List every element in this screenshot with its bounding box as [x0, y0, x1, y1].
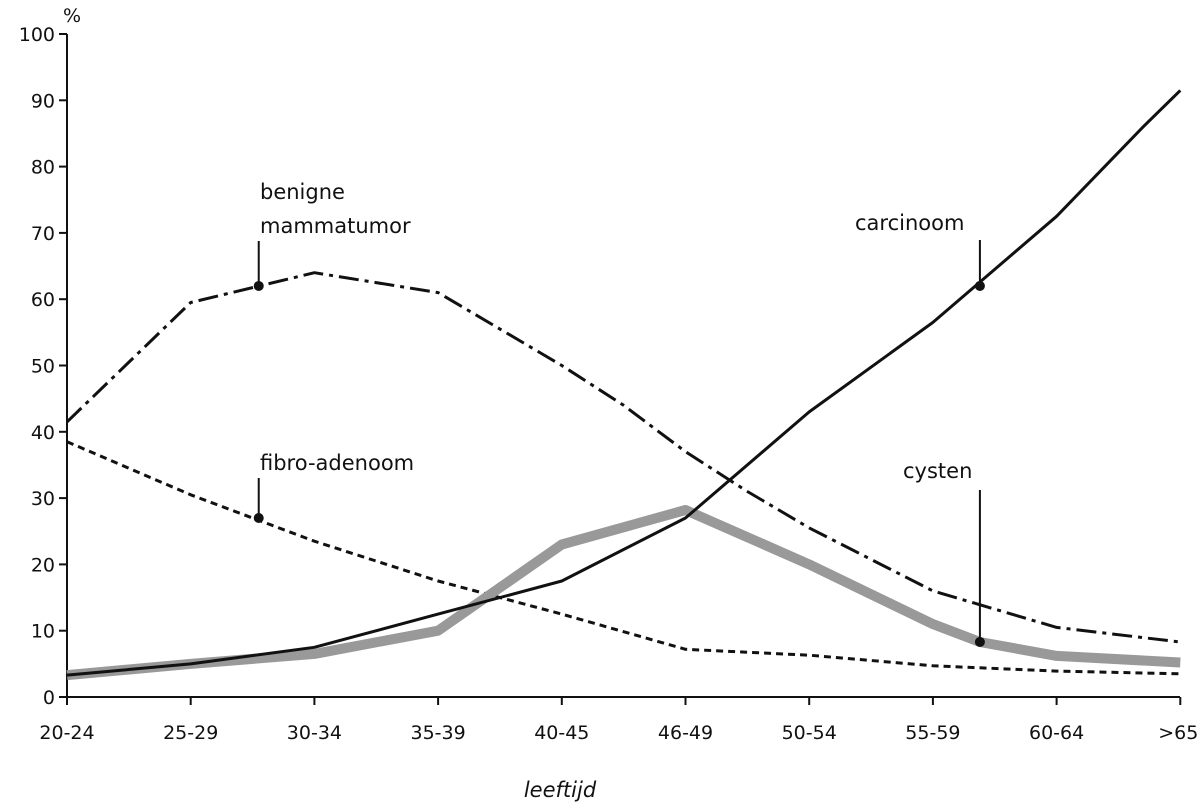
annotation-label: carcinoom: [855, 211, 964, 235]
annotation-point: [253, 280, 264, 291]
y-tick-label: 90: [31, 90, 55, 112]
series-line-fibro-adenoom: [66, 440, 1181, 676]
y-unit-label: %: [63, 5, 81, 27]
annotation-label: benigne: [260, 180, 345, 204]
y-ticks: 0 10 20 30 40 50 60 70 80 90 100: [19, 24, 67, 709]
x-tick-label: 20-24: [39, 722, 94, 744]
annotation-point: [974, 280, 985, 291]
series-line-cysten: [66, 505, 1181, 681]
x-tick-label: 25-29: [163, 722, 218, 744]
y-tick-label: 10: [31, 621, 55, 643]
y-tick-label: 70: [31, 223, 55, 245]
x-tick-label: 35-39: [410, 722, 465, 744]
x-tick-label: 30-34: [287, 722, 342, 744]
x-tick-label: 46-49: [658, 722, 713, 744]
annotation-label: cysten: [903, 459, 972, 483]
series-line-benigne-mammatumor: [65, 271, 1181, 644]
annotations: benigne mammatumor carcinoom fibro-adenoom c…: [253, 180, 985, 647]
y-tick-label: 80: [31, 157, 55, 179]
x-tick-label: 60-64: [1029, 722, 1084, 744]
x-axis-title: leeftijd: [524, 778, 597, 802]
annotation-point: [974, 636, 985, 647]
annotation-label: mammatumor: [260, 214, 411, 238]
annotation-label: fibro-adenoom: [260, 451, 414, 475]
annotation-point: [253, 512, 264, 523]
y-tick-label: 30: [31, 488, 55, 510]
x-tick-label: 50-54: [782, 722, 837, 744]
series-lines: [65, 89, 1182, 681]
y-tick-label: 20: [31, 554, 55, 576]
y-tick-label: 100: [19, 24, 55, 46]
x-tick-label: 40-45: [534, 722, 589, 744]
x-tick-label: 55-59: [905, 722, 960, 744]
y-tick-label: 60: [31, 289, 55, 311]
x-tick-label: >65: [1158, 722, 1198, 744]
series-line-carcinoom: [66, 89, 1182, 677]
y-tick-label: 0: [43, 687, 55, 709]
y-tick-label: 40: [31, 422, 55, 444]
x-ticks: 20-24 25-29 30-34 35-39 40-45 46-49 50-54 55-59…: [39, 697, 1198, 744]
y-tick-label: 50: [31, 356, 55, 378]
